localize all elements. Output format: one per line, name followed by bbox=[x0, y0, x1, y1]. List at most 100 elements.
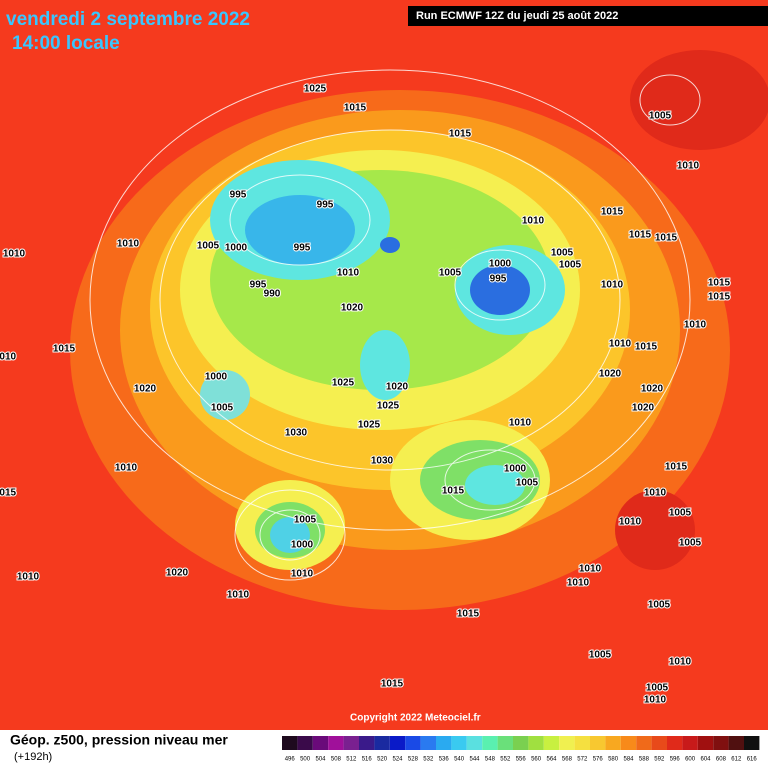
scale-label: 572 bbox=[577, 757, 588, 763]
valid-time: 14:00 locale bbox=[12, 33, 120, 54]
isobar-label: 995 bbox=[230, 190, 247, 201]
scale-label: 512 bbox=[346, 757, 357, 763]
isobar-label: 1005 bbox=[294, 515, 317, 526]
isobar-label: 1000 bbox=[504, 464, 527, 475]
scale-swatch bbox=[528, 736, 544, 750]
scale-swatch bbox=[312, 736, 329, 750]
isobar-label: 1015 bbox=[442, 486, 465, 497]
isobar-label: 1015 bbox=[708, 292, 731, 303]
isobar-label: 1005 bbox=[649, 111, 672, 122]
scale-label: 588 bbox=[639, 757, 650, 763]
isobar-label: 1010 bbox=[3, 249, 26, 260]
isobar-label: 1030 bbox=[285, 428, 308, 439]
isobar-label: 1005 bbox=[551, 248, 574, 259]
isobar-label: 1010 bbox=[644, 695, 667, 706]
scale-label: 596 bbox=[670, 757, 681, 763]
scale-swatch bbox=[620, 736, 637, 750]
isobar-label: 1010 bbox=[17, 572, 40, 583]
copyright: Copyright 2022 Meteociel.fr bbox=[350, 713, 481, 724]
isobar-label: 1005 bbox=[559, 260, 582, 271]
isobar-label: 1005 bbox=[646, 683, 669, 694]
scale-swatch bbox=[482, 736, 498, 750]
scale-swatch bbox=[328, 736, 344, 750]
scale-label: 540 bbox=[454, 757, 465, 763]
scale-label: 520 bbox=[377, 757, 388, 763]
isobar-label: 1005 bbox=[516, 478, 539, 489]
scale-label: 544 bbox=[469, 757, 480, 763]
scale-swatch bbox=[436, 736, 452, 750]
isobar-label: 1010 bbox=[291, 569, 314, 580]
valid-date: vendredi 2 septembre 2022 bbox=[6, 9, 250, 30]
scale-label: 524 bbox=[392, 757, 403, 763]
isobar-label: 1015 bbox=[457, 609, 480, 620]
scale-swatch bbox=[420, 736, 436, 750]
scale-swatch bbox=[574, 736, 590, 750]
scale-label: 584 bbox=[623, 757, 634, 763]
scale-swatch bbox=[543, 736, 560, 750]
isobar-label: 1025 bbox=[332, 378, 355, 389]
isobar-label: 1020 bbox=[641, 384, 664, 395]
scale-label: 592 bbox=[654, 757, 665, 763]
scale-label: 564 bbox=[546, 757, 557, 763]
scale-label: 496 bbox=[285, 757, 296, 763]
scale-swatch bbox=[374, 736, 390, 750]
isobar-label: 1000 bbox=[205, 372, 228, 383]
scale-swatch bbox=[744, 736, 760, 750]
scale-label: 552 bbox=[500, 757, 511, 763]
scale-label: 612 bbox=[731, 757, 742, 763]
scale-label: 532 bbox=[423, 757, 434, 763]
isobar-label: 995 bbox=[294, 243, 311, 254]
isobar-label: 1015 bbox=[629, 230, 652, 241]
isobar-label: 1015 bbox=[381, 679, 404, 690]
isobar-label: 1025 bbox=[358, 420, 381, 431]
scale-swatch bbox=[605, 736, 621, 750]
scale-label: 504 bbox=[315, 757, 326, 763]
isobar-label: 1025 bbox=[304, 84, 327, 95]
isobar-label: 1010 bbox=[609, 339, 632, 350]
isobar-label: 995 bbox=[250, 280, 267, 291]
scale-swatch bbox=[697, 736, 714, 750]
scale-swatch bbox=[590, 736, 606, 750]
isobars bbox=[89, 69, 701, 581]
scale-swatch bbox=[343, 736, 359, 750]
isobar-label: 995 bbox=[490, 274, 507, 285]
isobar-label: 1010 bbox=[117, 239, 140, 250]
isobar-label: 1005 bbox=[679, 538, 702, 549]
isobar-label: 1005 bbox=[669, 508, 692, 519]
isobar-label: 1000 bbox=[291, 540, 314, 551]
background-field bbox=[0, 0, 768, 730]
scale-swatch bbox=[682, 736, 698, 750]
scale-swatch bbox=[282, 736, 298, 750]
scale-swatch bbox=[559, 736, 575, 750]
scale-label: 616 bbox=[747, 757, 758, 763]
scale-label: 568 bbox=[562, 757, 573, 763]
isobar-label: 1010 bbox=[522, 216, 545, 227]
isobar-label: 1005 bbox=[589, 650, 612, 661]
isobar-label: 1015 bbox=[655, 233, 678, 244]
scale-label: 576 bbox=[593, 757, 604, 763]
run-info: Run ECMWF 12Z du jeudi 25 août 2022 bbox=[416, 10, 618, 22]
caption: Géop. z500, pression niveau mer bbox=[10, 732, 228, 748]
isobar-label: 1010 bbox=[567, 578, 590, 589]
scale-label: 508 bbox=[331, 757, 342, 763]
isobar-label: 995 bbox=[317, 200, 334, 211]
isobar-label: 1000 bbox=[489, 259, 512, 270]
scale-swatch bbox=[297, 736, 313, 750]
color-scale: 496 500 504 508 512 516 520 524 528 532 536 540 544 5… bbox=[282, 736, 760, 763]
isobar-label: 1010 bbox=[601, 280, 624, 291]
scale-label: 536 bbox=[439, 757, 450, 763]
isobar-label: 1010 bbox=[115, 463, 138, 474]
scale-swatch bbox=[636, 736, 652, 750]
scale-swatch bbox=[451, 736, 467, 750]
isobar-label: 1010 bbox=[619, 517, 642, 528]
scale-swatch bbox=[466, 736, 483, 750]
scale-swatch bbox=[651, 736, 667, 750]
isobar-label: 1015 bbox=[635, 342, 658, 353]
isobar-label: 1010 bbox=[644, 488, 667, 499]
isobar-label: 1020 bbox=[386, 382, 409, 393]
scale-label: 500 bbox=[300, 757, 311, 763]
isobar-label: 1010 bbox=[669, 657, 692, 668]
isobar-label: 1005 bbox=[197, 241, 220, 252]
isobar-label: 1020 bbox=[341, 303, 364, 314]
